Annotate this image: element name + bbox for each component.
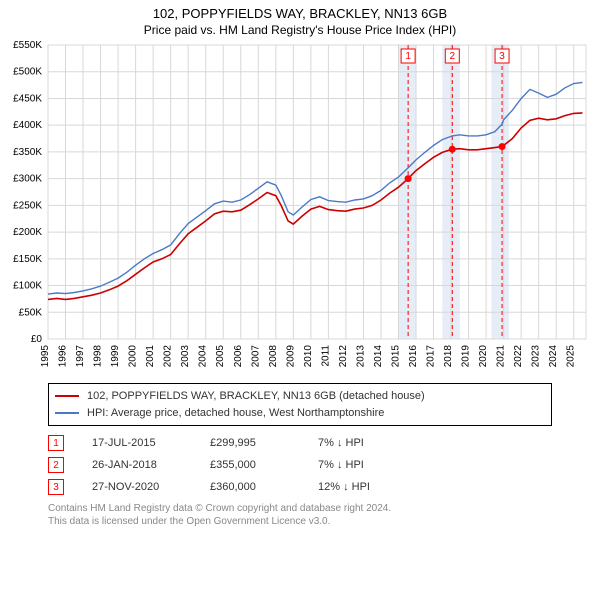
svg-text:2004: 2004 xyxy=(198,345,209,368)
svg-text:2015: 2015 xyxy=(390,345,401,368)
svg-text:2002: 2002 xyxy=(163,345,174,368)
svg-text:1999: 1999 xyxy=(110,345,121,368)
svg-text:£0: £0 xyxy=(31,334,43,345)
svg-text:2001: 2001 xyxy=(145,345,156,368)
svg-text:2014: 2014 xyxy=(373,345,384,368)
legend-label-property: 102, POPPYFIELDS WAY, BRACKLEY, NN13 6GB… xyxy=(87,388,425,405)
sales-table: 1 17-JUL-2015 £299,995 7% ↓ HPI 2 26-JAN-2018… xyxy=(48,432,552,498)
sale-delta: 7% ↓ HPI xyxy=(318,437,398,449)
svg-text:1997: 1997 xyxy=(75,345,86,368)
sale-price: £299,995 xyxy=(210,437,290,449)
svg-text:2010: 2010 xyxy=(303,345,314,368)
footer-attribution: Contains HM Land Registry data © Crown c… xyxy=(48,502,552,528)
svg-text:2023: 2023 xyxy=(531,345,542,368)
svg-text:£400K: £400K xyxy=(13,120,42,131)
svg-text:£350K: £350K xyxy=(13,147,42,158)
svg-text:2012: 2012 xyxy=(338,345,349,368)
sale-badge: 1 xyxy=(48,435,64,451)
svg-text:2017: 2017 xyxy=(426,345,437,368)
svg-text:2008: 2008 xyxy=(268,345,279,368)
svg-text:£150K: £150K xyxy=(13,254,42,265)
svg-text:1996: 1996 xyxy=(58,345,69,368)
price-chart: £0 £50K £100K £150K £200K £250K £300K £350K £400… xyxy=(0,37,600,377)
svg-text:2025: 2025 xyxy=(566,345,577,368)
svg-text:£300K: £300K xyxy=(13,174,42,185)
svg-text:2019: 2019 xyxy=(461,345,472,368)
footer-line-1: Contains HM Land Registry data © Crown c… xyxy=(48,502,552,515)
svg-text:2: 2 xyxy=(450,51,456,62)
sale-price: £360,000 xyxy=(210,481,290,493)
svg-text:1995: 1995 xyxy=(40,345,51,368)
sale-row: 3 27-NOV-2020 £360,000 12% ↓ HPI xyxy=(48,476,552,498)
sale-row: 2 26-JAN-2018 £355,000 7% ↓ HPI xyxy=(48,454,552,476)
svg-text:2003: 2003 xyxy=(180,345,191,368)
sale-row: 1 17-JUL-2015 £299,995 7% ↓ HPI xyxy=(48,432,552,454)
svg-text:2013: 2013 xyxy=(355,345,366,368)
svg-text:£450K: £450K xyxy=(13,93,42,104)
sale-badge: 2 xyxy=(48,457,64,473)
sale-delta: 12% ↓ HPI xyxy=(318,481,398,493)
svg-text:2006: 2006 xyxy=(233,345,244,368)
chart-title: 102, POPPYFIELDS WAY, BRACKLEY, NN13 6GB xyxy=(0,0,600,21)
chart-container: 102, POPPYFIELDS WAY, BRACKLEY, NN13 6GB… xyxy=(0,0,600,590)
chart-subtitle: Price paid vs. HM Land Registry's House … xyxy=(0,21,600,37)
legend-swatch-red xyxy=(55,395,79,397)
svg-text:2011: 2011 xyxy=(320,345,331,367)
svg-text:2021: 2021 xyxy=(496,345,507,368)
legend-row-property: 102, POPPYFIELDS WAY, BRACKLEY, NN13 6GB… xyxy=(55,388,545,405)
svg-text:1: 1 xyxy=(405,51,411,62)
sale-date: 17-JUL-2015 xyxy=(92,437,182,449)
svg-text:2005: 2005 xyxy=(215,345,226,368)
svg-text:2024: 2024 xyxy=(548,345,559,368)
sale-badge: 3 xyxy=(48,479,64,495)
svg-text:2009: 2009 xyxy=(285,345,296,368)
svg-text:2022: 2022 xyxy=(513,345,524,368)
svg-text:£550K: £550K xyxy=(13,40,42,51)
legend-swatch-blue xyxy=(55,412,79,414)
svg-text:£200K: £200K xyxy=(13,227,42,238)
svg-text:£500K: £500K xyxy=(13,67,42,78)
sale-price: £355,000 xyxy=(210,459,290,471)
svg-text:£100K: £100K xyxy=(13,281,42,292)
svg-text:£50K: £50K xyxy=(19,307,43,318)
svg-text:2018: 2018 xyxy=(443,345,454,368)
sale-delta: 7% ↓ HPI xyxy=(318,459,398,471)
sale-date: 26-JAN-2018 xyxy=(92,459,182,471)
svg-text:2000: 2000 xyxy=(128,345,139,368)
svg-text:£250K: £250K xyxy=(13,200,42,211)
legend-label-hpi: HPI: Average price, detached house, West… xyxy=(87,405,384,422)
svg-text:2020: 2020 xyxy=(478,345,489,368)
svg-text:2016: 2016 xyxy=(408,345,419,368)
chart-legend: 102, POPPYFIELDS WAY, BRACKLEY, NN13 6GB… xyxy=(48,383,552,426)
svg-text:2007: 2007 xyxy=(250,345,261,368)
sale-date: 27-NOV-2020 xyxy=(92,481,182,493)
svg-text:3: 3 xyxy=(499,51,505,62)
footer-line-2: This data is licensed under the Open Gov… xyxy=(48,515,552,528)
legend-row-hpi: HPI: Average price, detached house, West… xyxy=(55,405,545,422)
svg-text:1998: 1998 xyxy=(93,345,104,368)
